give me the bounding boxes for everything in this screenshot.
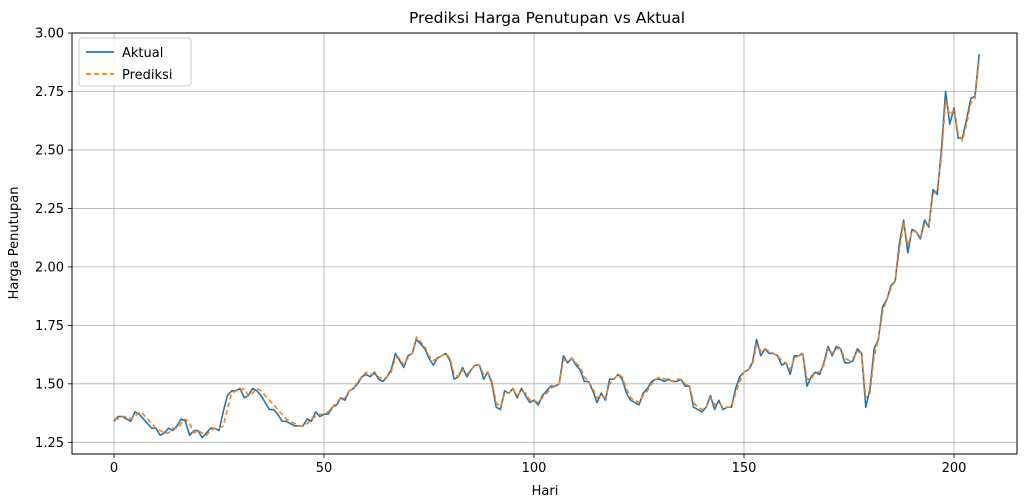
y-tick-label: 2.75: [35, 85, 64, 100]
x-axis-title: Hari: [532, 484, 559, 499]
legend-label-prediksi: Prediksi: [122, 68, 172, 83]
plot-area: [72, 33, 1017, 454]
x-tick-label: 150: [732, 461, 757, 476]
chart-title: Prediksi Harga Penutupan vs Aktual: [409, 9, 685, 27]
y-tick-label: 1.50: [35, 377, 64, 392]
legend-label-aktual: Aktual: [122, 46, 163, 61]
y-tick-label: 2.00: [35, 260, 64, 275]
y-axis-ticks: 1.25 1.50 1.75 2.00 2.25 2.50 2.75 3.00: [35, 27, 72, 451]
x-tick-label: 0: [110, 461, 118, 476]
y-axis-title: Harga Penutupan: [7, 187, 22, 300]
y-tick-label: 2.25: [35, 202, 64, 217]
x-tick-label: 100: [522, 461, 547, 476]
y-tick-label: 3.00: [35, 27, 64, 42]
series-line-prediksi: [114, 58, 980, 437]
x-tick-label: 50: [316, 461, 333, 476]
y-tick-label: 2.50: [35, 143, 64, 158]
series-group: [113, 53, 980, 439]
y-tick-label: 1.25: [35, 436, 64, 451]
legend: Aktual Prediksi: [78, 37, 192, 87]
x-tick-label: 200: [942, 461, 967, 476]
x-axis-ticks: 0 50 100 150 200: [110, 454, 967, 476]
y-tick-label: 1.75: [35, 319, 64, 334]
series-line-aktual: [113, 53, 980, 439]
plot-frame: [71, 32, 1018, 455]
